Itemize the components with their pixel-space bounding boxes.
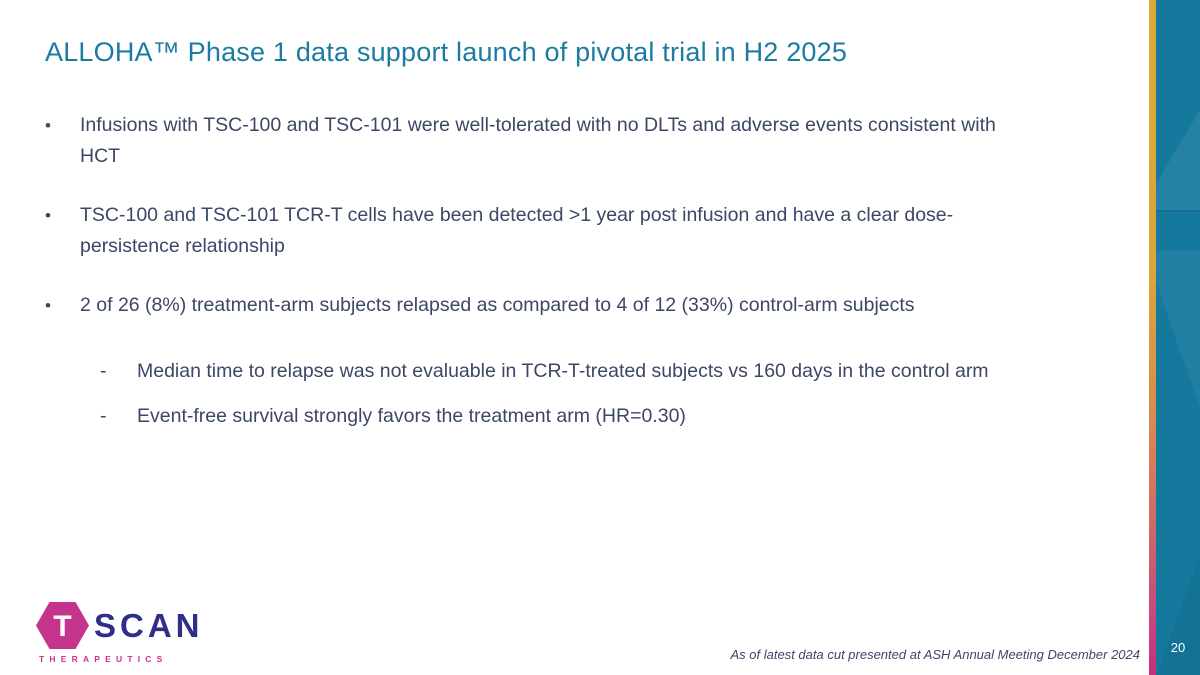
sub-bullet-dash: -: [100, 405, 107, 427]
band-triangle-decoration: [1156, 250, 1200, 480]
bullet-text: Infusions with TSC-100 and TSC-101 were …: [80, 114, 996, 167]
side-band: 20: [1156, 0, 1200, 675]
slide-title: ALLOHA™ Phase 1 data support launch of p…: [45, 37, 848, 67]
sub-bullet-text: Event-free survival strongly favors the …: [137, 405, 686, 427]
bullet-item: • Infusions with TSC-100 and TSC-101 wer…: [45, 110, 1130, 172]
sub-bullet-list: - Median time to relapse was not evaluab…: [100, 356, 1130, 432]
band-line-decoration: [1156, 210, 1200, 212]
bullet-dot: •: [45, 206, 51, 225]
svg-text:T: T: [53, 610, 71, 643]
tscan-logo: T SCAN THERAPEUTICS: [36, 602, 204, 664]
logo-row: T SCAN: [36, 602, 204, 649]
sub-bullet-item: - Event-free survival strongly favors th…: [100, 401, 1130, 432]
accent-gradient-strip: [1149, 0, 1156, 675]
bullet-item: • 2 of 26 (8%) treatment-arm subjects re…: [45, 290, 1130, 321]
bullet-list: • Infusions with TSC-100 and TSC-101 wer…: [45, 110, 1130, 446]
bullet-text: TSC-100 and TSC-101 TCR-T cells have bee…: [80, 204, 954, 257]
footnote: As of latest data cut presented at ASH A…: [730, 647, 1141, 662]
sub-bullet-text: Median time to relapse was not evaluable…: [137, 360, 989, 382]
sub-bullet-item: - Median time to relapse was not evaluab…: [100, 356, 1130, 387]
logo-wordmark: SCAN: [94, 607, 204, 644]
bullet-text: 2 of 26 (8%) treatment-arm subjects rela…: [80, 294, 915, 316]
logo-hexagon-t-icon: T: [36, 602, 89, 649]
logo-subtitle: THERAPEUTICS: [39, 654, 168, 664]
band-triangle-decoration: [1156, 555, 1200, 675]
sub-bullet-dash: -: [100, 360, 107, 382]
band-triangle-decoration: [1156, 60, 1200, 210]
bullet-dot: •: [45, 116, 51, 135]
bullet-item: • TSC-100 and TSC-101 TCR-T cells have b…: [45, 200, 1130, 262]
page-number: 20: [1170, 640, 1186, 655]
bullet-dot: •: [45, 296, 51, 315]
